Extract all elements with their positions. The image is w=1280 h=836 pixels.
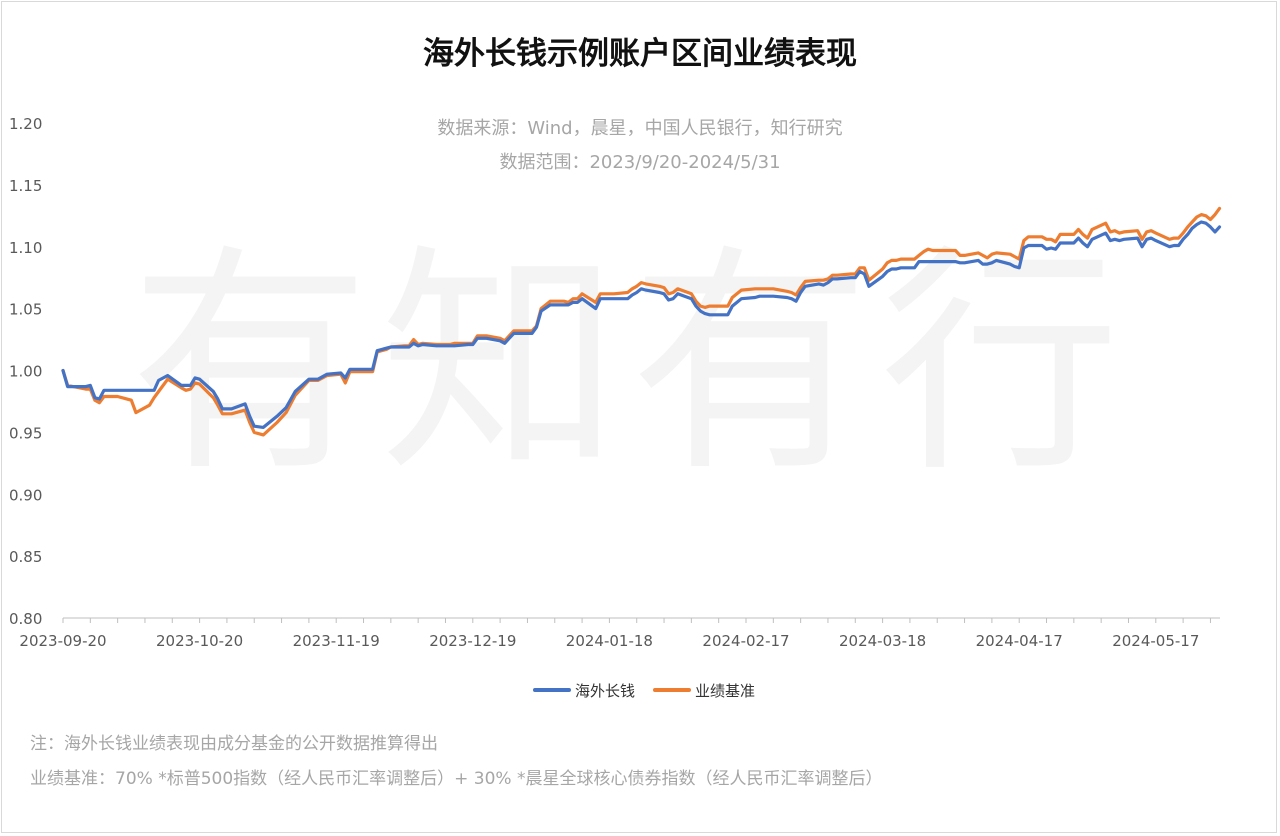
series-line-1: [61, 220, 1222, 429]
x-tick-label: 2024-03-18: [839, 632, 926, 650]
chart-subtitle-range: 数据范围：2023/9/20-2024/5/31: [499, 152, 781, 173]
chart-title: 海外长钱示例账户区间业绩表现: [423, 36, 857, 72]
y-tick-label: 0.80: [9, 610, 42, 628]
y-tick-label: 0.90: [9, 486, 42, 504]
y-tick-label: 1.15: [9, 177, 42, 195]
legend-item-series-1: 海外长钱: [533, 680, 635, 700]
x-tick-label: 2024-02-17: [702, 632, 789, 650]
legend-label-series-2: 业绩基准: [695, 681, 756, 700]
legend-swatch-series-2: [653, 688, 691, 692]
y-tick-label: 0.95: [9, 424, 42, 442]
y-tick-label: 1.10: [9, 239, 42, 257]
x-tick-label: 2023-10-20: [156, 632, 243, 650]
x-tick-label: 2023-09-20: [19, 632, 106, 650]
watermark: 有知有行: [130, 224, 1131, 504]
legend-swatch-series-1: [533, 688, 571, 692]
y-tick-label: 1.20: [9, 115, 42, 133]
x-tick-label: 2024-05-17: [1112, 632, 1199, 650]
benchmark-note: 业绩基准：70% *标普500指数（经人民币汇率调整后）+ 30% *晨星全球核…: [30, 769, 883, 789]
legend-item-series-2: 业绩基准: [653, 680, 755, 700]
x-tick-label: 2024-04-17: [976, 632, 1063, 650]
y-tick-label: 0.85: [9, 548, 42, 566]
x-tick-label: 2023-11-19: [293, 632, 380, 650]
legend: 海外长钱 业绩基准: [0, 680, 1280, 700]
y-tick-label: 1.00: [9, 363, 42, 381]
series-line-2: [61, 206, 1222, 437]
legend-label-series-1: 海外长钱: [575, 681, 636, 700]
y-tick-label: 1.05: [9, 301, 42, 319]
x-tick-label: 2023-12-19: [429, 632, 516, 650]
chart-subtitle-source: 数据来源：Wind，晨星，中国人民银行，知行研究: [437, 118, 843, 139]
footnote: 注：海外长钱业绩表现由成分基金的公开数据推算得出: [30, 734, 438, 754]
x-tick-label: 2024-01-18: [566, 632, 653, 650]
